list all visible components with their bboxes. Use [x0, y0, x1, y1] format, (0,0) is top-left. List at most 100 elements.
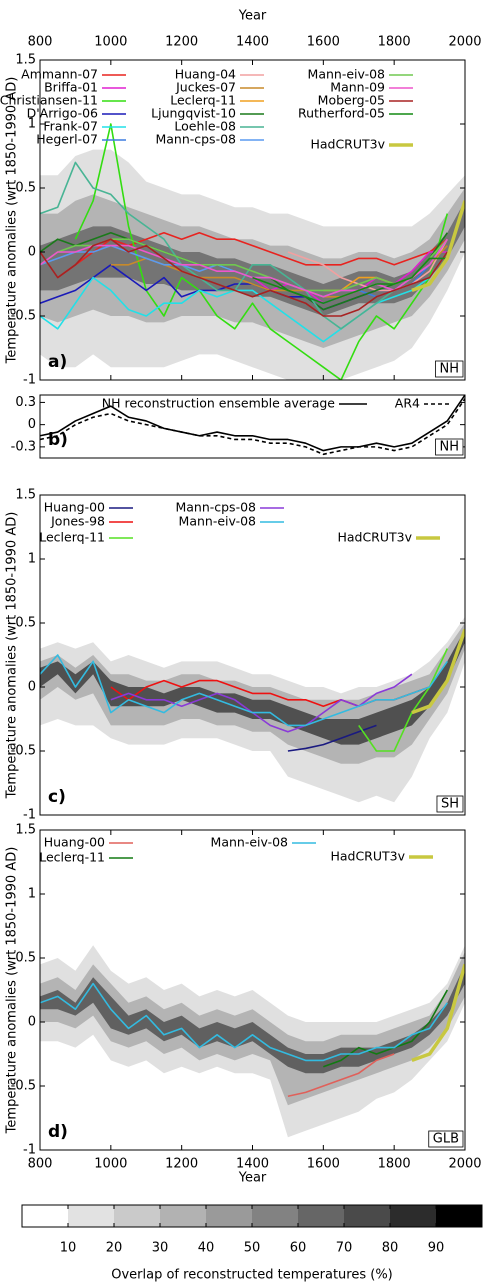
x-tick-label: 800 — [28, 35, 53, 50]
y-tick-label: 1.5 — [15, 53, 36, 68]
region-label: SH — [441, 797, 459, 812]
overlap-band — [40, 964, 465, 1074]
region-label: NH — [440, 440, 460, 455]
y-tick-label: -1 — [23, 808, 36, 823]
overlap-band — [40, 629, 465, 745]
series-line — [411, 200, 465, 293]
x-tick-label: 2000 — [448, 1157, 481, 1172]
legend-label: Leclerq-11 — [39, 530, 105, 545]
colorbar-title: Overlap of reconstructed temperatures (%… — [111, 1268, 393, 1283]
series-line — [323, 989, 448, 1068]
x-tick-label: 1600 — [307, 35, 340, 50]
y-tick-label: -0.3 — [11, 439, 36, 454]
series-line — [358, 648, 449, 752]
legend-label: Hegerl-07 — [36, 132, 98, 147]
legend-label: Mann-eiv-08 — [211, 835, 288, 850]
y-tick-label: 0.5 — [15, 951, 36, 966]
series-line — [40, 395, 465, 452]
colorbar-tick-label: 90 — [428, 1241, 445, 1256]
y-tick-label: 1 — [28, 552, 36, 567]
legend-label: Loehle-08 — [174, 119, 236, 134]
colorbar-cell — [160, 1205, 206, 1227]
legend-label: Frank-07 — [43, 119, 98, 134]
colorbar-cell — [390, 1205, 436, 1227]
plot-area — [40, 123, 465, 380]
legend-label: Huang-04 — [175, 67, 236, 82]
colorbar-tick-label: 20 — [106, 1241, 123, 1256]
plot-area — [40, 395, 465, 456]
series-line — [252, 257, 448, 304]
series-line — [57, 232, 448, 279]
colorbar-tick-label: 30 — [152, 1241, 169, 1256]
legend-label: Mann-cps-08 — [155, 132, 236, 147]
x-tick-label: 1000 — [94, 1157, 127, 1172]
y-tick-label: 1.5 — [15, 823, 36, 838]
series-line — [40, 238, 448, 317]
region-label: GLB — [433, 1132, 459, 1147]
y-tick-label: 0 — [28, 680, 36, 695]
legend-label: Mann-eiv-08 — [179, 514, 256, 529]
plot-frame — [39, 494, 466, 816]
x-axis-title: Year — [238, 9, 267, 24]
y-tick-label: -0.5 — [11, 1079, 36, 1094]
series-line — [74, 123, 449, 380]
y-tick-label: 1 — [28, 887, 36, 902]
colorbar-tick-label: 70 — [336, 1241, 353, 1256]
x-tick-label: 2000 — [448, 35, 481, 50]
legend-label: Ljungqvist-10 — [151, 106, 236, 121]
panel-label: a) — [48, 352, 67, 372]
x-tick-label: 800 — [28, 1157, 53, 1172]
series-line — [411, 628, 465, 715]
x-tick-label: 1800 — [378, 35, 411, 50]
plot-area — [40, 945, 465, 1138]
y-tick-label: -0.5 — [11, 744, 36, 759]
colorbar-cell — [252, 1205, 298, 1227]
legend-label: Mann-eiv-08 — [308, 67, 385, 82]
colorbar-cell — [68, 1205, 114, 1227]
colorbar-tick-label: 80 — [382, 1241, 399, 1256]
x-tick-label: 1600 — [307, 1157, 340, 1172]
legend-label: Briffa-01 — [44, 80, 98, 95]
x-tick-label: 1200 — [165, 1157, 198, 1172]
region-box — [428, 1130, 464, 1148]
series-line — [40, 982, 448, 1062]
overlap-band — [40, 200, 465, 316]
legend-label: HadCRUT3v — [310, 137, 385, 152]
colorbar-tick-label: 60 — [290, 1241, 307, 1256]
y-axis-title: Temperature anomalies (wrt 1850-1990 AD) — [5, 77, 20, 365]
region-box — [436, 795, 464, 813]
colorbar-cell — [22, 1205, 68, 1227]
colorbar-cell — [344, 1205, 390, 1227]
y-tick-label: -0.5 — [11, 309, 36, 324]
y-tick-label: 1 — [28, 117, 36, 132]
legend-label: Jones-98 — [50, 514, 105, 529]
legend-label: NH reconstruction ensemble average — [102, 396, 336, 411]
plot-area — [40, 616, 465, 803]
legend-label: Juckes-07 — [175, 80, 236, 95]
legend-label: HadCRUT3v — [330, 849, 405, 864]
legend-label: Mann-cps-08 — [175, 500, 256, 515]
y-tick-label: 0 — [28, 1015, 36, 1030]
region-box — [435, 360, 464, 378]
x-tick-label: 1800 — [378, 1157, 411, 1172]
colorbar-cell — [436, 1205, 482, 1227]
legend-label: Huang-00 — [44, 835, 105, 850]
legend-label: HadCRUT3v — [337, 530, 412, 545]
y-tick-label: 0.5 — [15, 181, 36, 196]
legend-label: D'Arrigo-06 — [27, 106, 98, 121]
colorbar-cell — [114, 1205, 160, 1227]
plot-frame — [39, 394, 466, 459]
region-label: NH — [440, 362, 460, 377]
series-line — [40, 238, 448, 298]
panel-label: c) — [48, 787, 66, 807]
y-axis-title: Temperature anomalies (wrt 1850-1990 AD) — [5, 847, 20, 1135]
legend-label: Christiansen-11 — [0, 93, 98, 108]
colorbar-tick-label: 10 — [60, 1241, 77, 1256]
y-tick-label: 0.5 — [15, 616, 36, 631]
series-line — [40, 251, 448, 343]
y-tick-label: -1 — [23, 373, 36, 388]
x-tick-label: 1200 — [165, 35, 198, 50]
legend-label: Rutherford-05 — [298, 106, 385, 121]
